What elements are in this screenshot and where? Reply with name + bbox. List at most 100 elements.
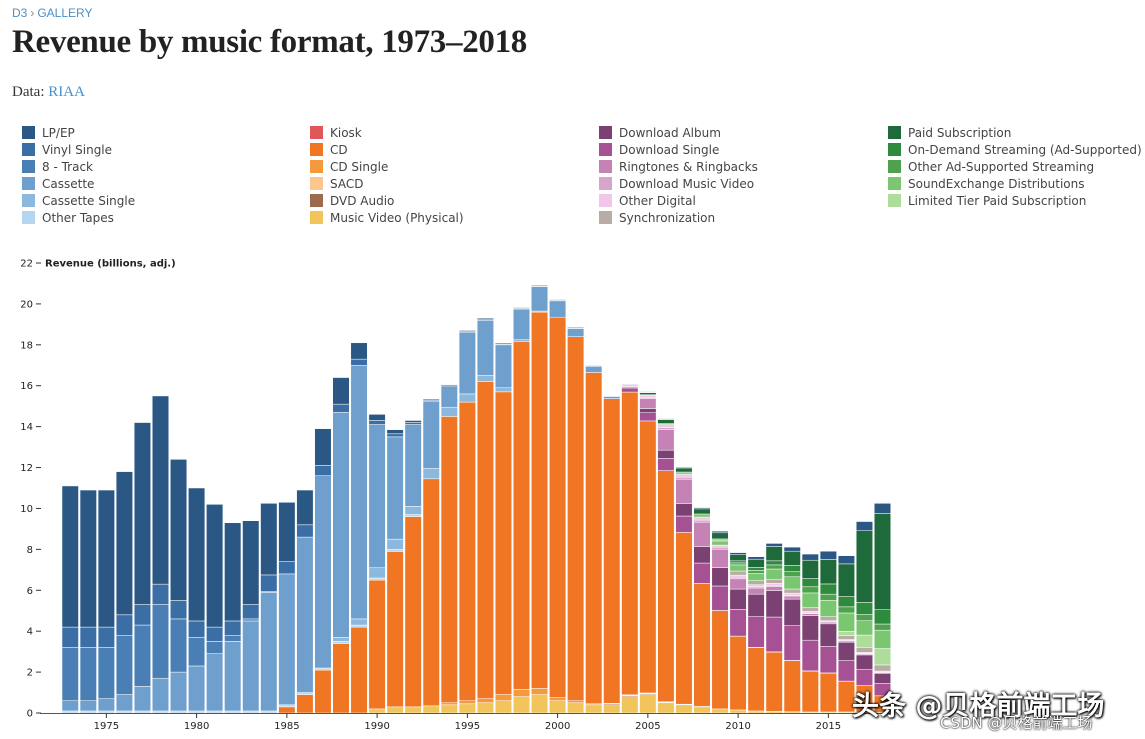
bar-segment[interactable] <box>765 616 783 653</box>
bar-segment[interactable] <box>874 648 891 666</box>
bar-segment[interactable] <box>242 604 260 620</box>
bar-segment[interactable] <box>242 618 260 622</box>
bar-segment[interactable] <box>693 516 711 521</box>
bar-segment[interactable] <box>837 612 855 632</box>
bar-segment[interactable] <box>855 620 873 636</box>
bar-segment[interactable] <box>693 521 711 547</box>
bar-segment[interactable] <box>188 710 206 714</box>
bar-segment[interactable] <box>729 560 747 564</box>
bar-segment[interactable] <box>458 703 476 714</box>
bar-segment[interactable] <box>206 626 224 642</box>
bar-segment[interactable] <box>747 570 765 574</box>
bar-segment[interactable] <box>603 396 621 399</box>
bar-segment[interactable] <box>729 636 747 711</box>
bar-segment[interactable] <box>260 574 278 592</box>
bar-segment[interactable] <box>765 583 783 586</box>
bar-segment[interactable] <box>242 620 260 712</box>
bar-segment[interactable] <box>693 706 711 714</box>
bar-segment[interactable] <box>296 524 314 538</box>
bar-segment[interactable] <box>675 503 693 517</box>
bar-segment[interactable] <box>494 344 512 389</box>
bar-segment[interactable] <box>170 600 188 620</box>
bar-segment[interactable] <box>819 559 837 585</box>
bar-segment[interactable] <box>206 710 224 714</box>
bar-segment[interactable] <box>278 573 296 706</box>
bar-segment[interactable] <box>855 647 873 653</box>
bar-segment[interactable] <box>224 635 242 642</box>
bar-segment[interactable] <box>801 553 819 561</box>
bar-segment[interactable] <box>152 710 169 714</box>
bar-segment[interactable] <box>440 384 458 386</box>
bar-segment[interactable] <box>747 567 765 571</box>
bar-segment[interactable] <box>585 365 603 367</box>
bar-segment[interactable] <box>693 562 711 584</box>
bar-segment[interactable] <box>801 559 819 579</box>
bar-segment[interactable] <box>855 634 873 648</box>
bar-segment[interactable] <box>874 629 891 649</box>
bar-segment[interactable] <box>783 625 801 661</box>
bar-segment[interactable] <box>819 600 837 617</box>
bar-segment[interactable] <box>224 522 242 622</box>
bar-segment[interactable] <box>783 565 801 572</box>
bar-segment[interactable] <box>404 424 422 507</box>
bar-segment[interactable] <box>188 637 206 667</box>
bar-segment[interactable] <box>386 538 404 550</box>
bar-segment[interactable] <box>79 700 97 712</box>
bar-segment[interactable] <box>332 643 350 714</box>
bar-segment[interactable] <box>765 590 783 618</box>
bar-segment[interactable] <box>747 556 765 560</box>
bar-segment[interactable] <box>837 635 855 640</box>
bar-segment[interactable] <box>765 564 783 570</box>
bar-segment[interactable] <box>765 560 783 566</box>
bar-segment[interactable] <box>567 700 585 704</box>
bar-segment[interactable] <box>783 546 801 552</box>
bar-segment[interactable] <box>513 696 530 714</box>
bar-segment[interactable] <box>79 710 97 714</box>
bar-segment[interactable] <box>855 521 873 531</box>
bar-segment[interactable] <box>729 552 747 555</box>
bar-segment[interactable] <box>206 641 224 654</box>
bar-segment[interactable] <box>133 422 151 605</box>
bar-segment[interactable] <box>729 574 747 578</box>
bar-segment[interactable] <box>79 489 97 628</box>
bar-segment[interactable] <box>549 697 567 701</box>
bar-segment[interactable] <box>874 503 891 514</box>
bar-segment[interactable] <box>314 667 332 671</box>
bar-segment[interactable] <box>170 671 188 712</box>
bar-segment[interactable] <box>657 458 675 471</box>
bar-segment[interactable] <box>278 561 296 575</box>
bar-segment[interactable] <box>404 420 422 423</box>
bar-segment[interactable] <box>855 654 873 670</box>
bar-segment[interactable] <box>61 710 79 714</box>
bar-segment[interactable] <box>801 613 819 616</box>
bar-segment[interactable] <box>531 285 549 287</box>
bar-segment[interactable] <box>458 332 476 395</box>
bar-segment[interactable] <box>133 604 151 626</box>
bar-segment[interactable] <box>440 704 458 714</box>
bar-segment[interactable] <box>819 550 837 560</box>
bar-segment[interactable] <box>819 583 837 595</box>
bar-segment[interactable] <box>386 433 404 438</box>
bar-segment[interactable] <box>513 341 530 690</box>
bar-segment[interactable] <box>783 595 801 600</box>
bar-segment[interactable] <box>603 398 621 704</box>
bar-segment[interactable] <box>657 702 675 714</box>
bar-segment[interactable] <box>79 647 97 701</box>
bar-segment[interactable] <box>368 567 386 579</box>
bar-segment[interactable] <box>819 672 837 713</box>
bar-segment[interactable] <box>476 317 494 320</box>
bar-segment[interactable] <box>404 422 422 425</box>
breadcrumb-gallery-link[interactable]: GALLERY <box>37 6 93 20</box>
bar-segment[interactable] <box>639 398 657 409</box>
bar-segment[interactable] <box>513 308 530 340</box>
bar-segment[interactable] <box>765 546 783 562</box>
bar-segment[interactable] <box>494 387 512 393</box>
bar-segment[interactable] <box>837 555 855 565</box>
bar-segment[interactable] <box>747 558 765 568</box>
bar-segment[interactable] <box>531 311 549 689</box>
bar-segment[interactable] <box>513 689 530 697</box>
bar-segment[interactable] <box>747 584 765 588</box>
bar-segment[interactable] <box>368 708 386 714</box>
bar-segment[interactable] <box>332 403 350 413</box>
bar-segment[interactable] <box>350 358 368 366</box>
